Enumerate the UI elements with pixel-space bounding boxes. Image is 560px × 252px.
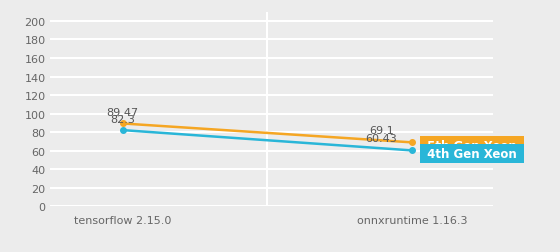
Text: 4th Gen Xeon: 4th Gen Xeon: [423, 147, 521, 160]
Text: 5th Gen Xeon: 5th Gen Xeon: [423, 139, 521, 152]
Text: 89.47: 89.47: [106, 108, 139, 118]
Text: 82.3: 82.3: [110, 114, 135, 124]
Text: 60.43: 60.43: [366, 133, 397, 143]
Text: 69.1: 69.1: [369, 125, 394, 135]
